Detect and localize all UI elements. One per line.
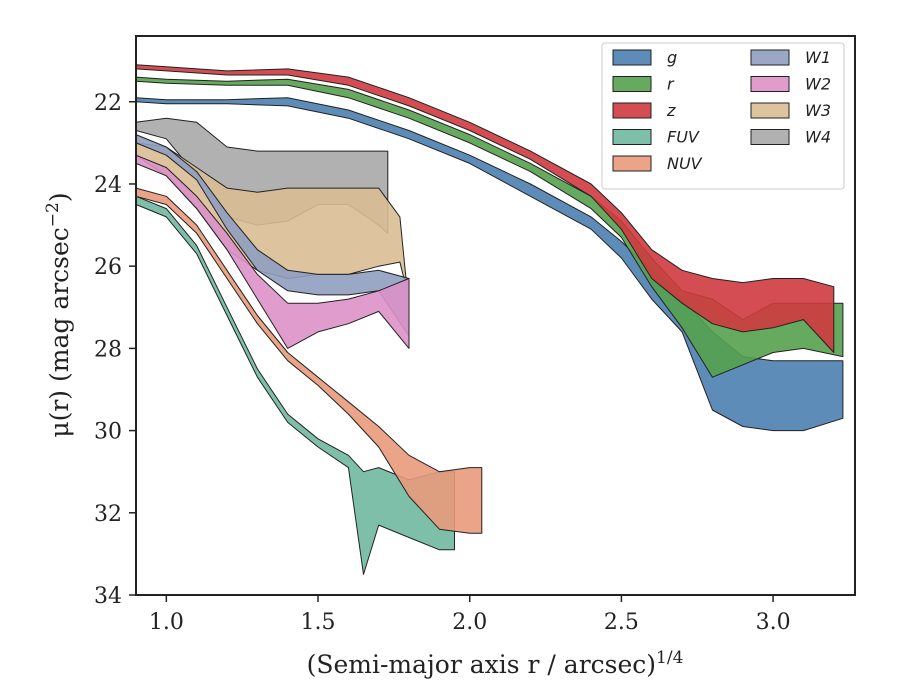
band-r	[135, 76, 844, 378]
x-tick-label: 1.5	[301, 610, 336, 635]
y-tick-label: 28	[94, 337, 122, 362]
band-nuv	[135, 187, 483, 534]
legend-swatch-g	[612, 49, 652, 66]
legend-label-fuv: FUV	[667, 128, 700, 147]
y-tick-label: 34	[94, 584, 122, 609]
x-tick-label: 1.0	[149, 610, 184, 635]
y-axis: 22 24 26 28 30 32 34	[94, 91, 136, 609]
y-tick-label: 32	[94, 502, 122, 527]
x-tick-label: 2.5	[604, 610, 639, 635]
legend-label-z: z	[666, 101, 676, 120]
legend: grz FUV NUV W1 W2 W3 W4	[601, 42, 845, 190]
band-w2	[135, 154, 410, 349]
legend-swatch-fuv	[612, 129, 652, 145]
legend-swatch-w4	[750, 129, 790, 145]
y-tick-label: 30	[94, 420, 122, 445]
legend-label-nuv: NUV	[667, 154, 703, 173]
x-axis: 1.0 1.5 2.0 2.5 3.0	[149, 595, 791, 635]
legend-swatch-w2	[750, 76, 790, 92]
legend-swatch-r	[612, 76, 652, 92]
legend-swatch-w3	[750, 102, 790, 119]
x-axis-title: (Semi-major axis r / arcsec)1/4	[307, 648, 684, 679]
legend-label-w3: W3	[805, 101, 831, 120]
y-tick-label: 22	[94, 91, 122, 116]
band-g	[135, 97, 844, 432]
legend-swatch-z	[612, 102, 652, 119]
legend-swatch-nuv	[612, 155, 652, 172]
legend-swatch-w1	[750, 49, 790, 66]
legend-label-g: g	[667, 48, 677, 67]
legend-label-w2: W2	[805, 75, 831, 94]
y-axis-title: μ(r) (mag arcsec−2)	[43, 192, 74, 437]
y-tick-label: 26	[94, 255, 122, 280]
series-bands	[135, 64, 844, 575]
band-z	[135, 64, 835, 353]
legend-label-w1: W1	[805, 48, 831, 67]
plot-frame	[135, 35, 856, 596]
y-tick-label: 24	[94, 173, 122, 198]
legend-label-r: r	[667, 75, 675, 94]
legend-label-w4: W4	[805, 128, 831, 147]
band-fuv	[135, 195, 455, 575]
x-tick-label: 2.0	[452, 610, 487, 635]
x-tick-label: 3.0	[756, 610, 791, 635]
